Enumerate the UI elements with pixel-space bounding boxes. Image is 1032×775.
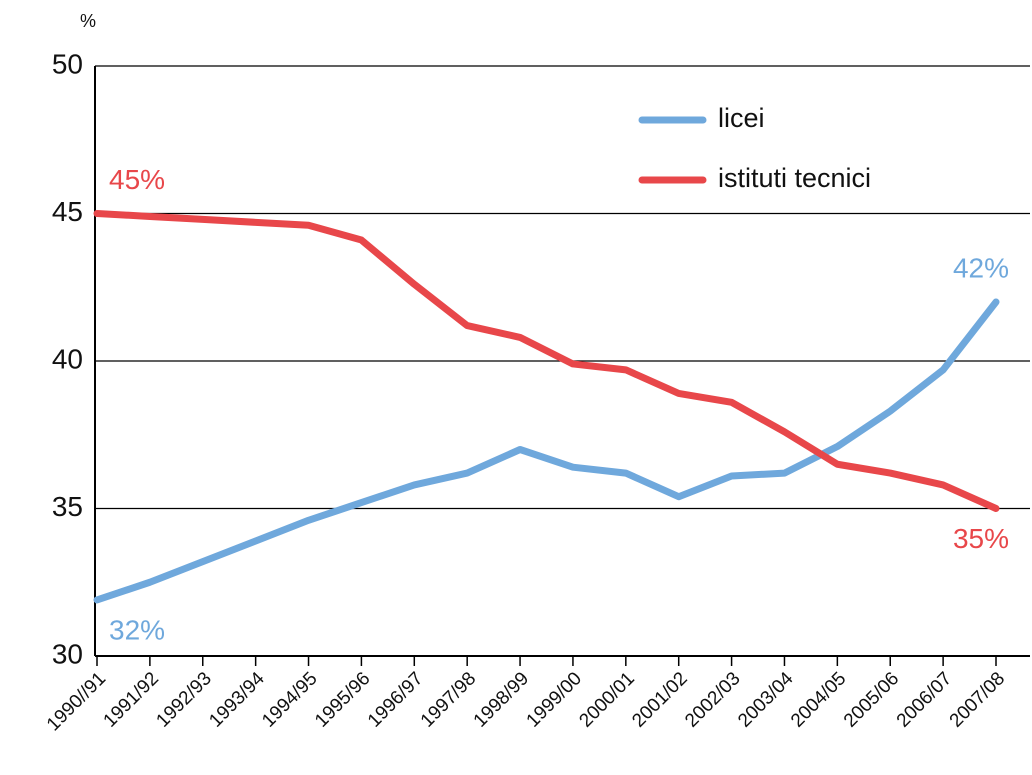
- annotation: 42%: [953, 252, 1009, 283]
- annotation: 45%: [109, 164, 165, 195]
- x-tick-label: 2003/04: [734, 668, 798, 732]
- annotation: 32%: [109, 614, 165, 645]
- y-tick-label: 30: [52, 638, 83, 669]
- x-tick-label: 1995/96: [311, 668, 374, 731]
- legend-label: istituti tecnici: [718, 163, 871, 193]
- x-tick-label: 2006/07: [893, 668, 956, 731]
- x-tick-label: 1996/97: [364, 668, 427, 731]
- line-series: [93, 298, 1000, 604]
- x-tick-label: 2004/05: [787, 668, 850, 731]
- annotation: 35%: [953, 523, 1009, 554]
- x-tick-label: 2002/03: [681, 668, 744, 731]
- x-tick-label: 1993/94: [205, 668, 269, 732]
- x-tick-label: 2005/06: [840, 668, 903, 731]
- legend-label: licei: [718, 103, 765, 133]
- x-tick-label: 2001/02: [628, 668, 691, 731]
- x-tick-label: 2000/01: [575, 668, 638, 731]
- x-tick-label: 1994/95: [258, 668, 321, 731]
- x-tick-label: 1999/00: [523, 668, 586, 731]
- x-tick-label: 1992/93: [152, 668, 215, 731]
- y-tick-label: 50: [52, 48, 83, 79]
- x-tick-label: 1998/99: [470, 668, 533, 731]
- y-tick-label: 45: [52, 196, 83, 227]
- x-tick-label: 1990//91: [43, 668, 110, 735]
- y-tick-label: 40: [52, 343, 83, 374]
- y-tick-label: 35: [52, 491, 83, 522]
- line-series: [93, 210, 1000, 512]
- x-tick-label: 1991/92: [100, 668, 163, 731]
- y-unit: %: [80, 11, 96, 31]
- x-tick-label: 1997/98: [417, 668, 480, 731]
- x-tick-label: 2007/08: [946, 668, 1009, 731]
